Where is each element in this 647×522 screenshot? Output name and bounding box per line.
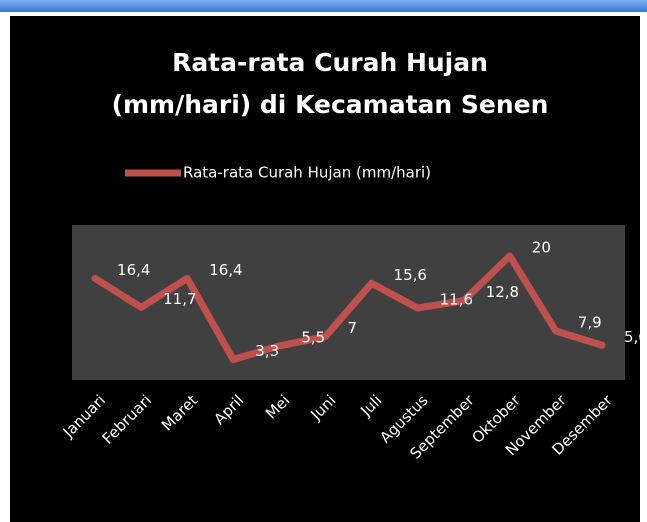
data-label: 5,5 [301,328,325,346]
data-line [91,252,606,364]
data-label: 7,9 [578,314,602,332]
chart-title: Rata-rata Curah Hujan [172,48,488,77]
data-label: 11,7 [163,290,196,308]
plot-area [72,225,625,380]
data-label: 15,6 [394,266,427,284]
data-label: 7 [347,319,357,337]
data-label: 16,4 [117,261,150,279]
data-label: 3,3 [255,342,279,360]
chart-title: (mm/hari) di Kecamatan Senen [112,90,549,119]
legend-label: Rata-rata Curah Hujan (mm/hari) [183,164,431,182]
data-label: 5,6 [624,328,647,346]
window-strip [0,0,647,12]
data-label: 16,4 [209,261,242,279]
data-label: 20 [532,239,551,257]
data-label: 12,8 [486,283,519,301]
data-label: 11,6 [440,291,473,309]
